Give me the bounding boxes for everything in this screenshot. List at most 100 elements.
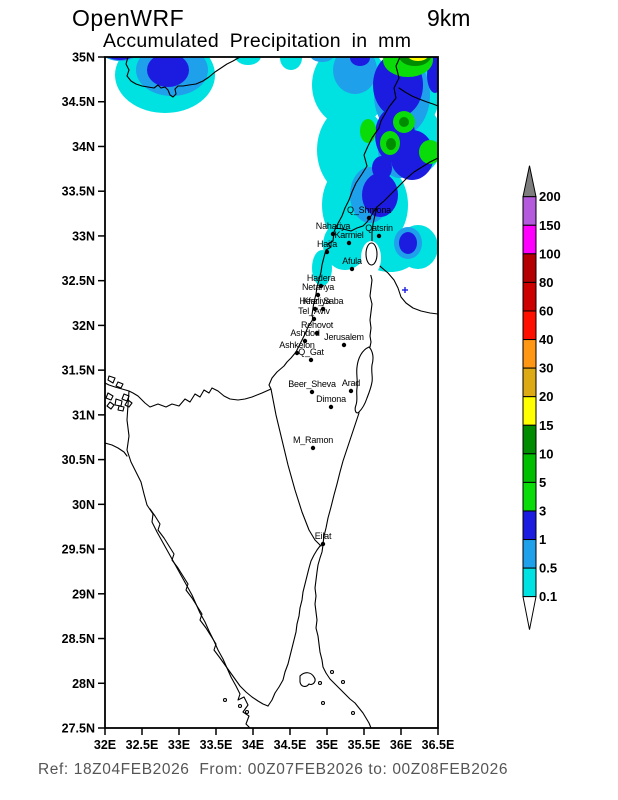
city-label: Q_Shmona (347, 205, 391, 215)
colorbar-segment (523, 568, 536, 597)
lat-tick-label: 32.5N (62, 274, 95, 288)
model-title: OpenWRF (72, 5, 184, 32)
precip-blob-level-1 (147, 53, 189, 87)
precip-blob-level-1 (399, 232, 417, 254)
colorbar-segment (523, 425, 536, 454)
syria-jordan-border (374, 262, 438, 314)
weather-map-page: OpenWRF 9km Accumulated Precipitation in… (0, 0, 618, 800)
lat-tick-label: 33N (72, 229, 95, 243)
colorbar-label: 0.1 (539, 589, 557, 604)
city-marker (350, 267, 354, 271)
city-label: Beer_Sheva (288, 379, 336, 389)
plot-title: Accumulated Precipitation in mm (103, 30, 411, 53)
colorbar-label: 200 (539, 189, 561, 204)
city-marker (329, 405, 333, 409)
lat-tick-label: 27.5N (62, 722, 95, 736)
city-label: Arad (342, 378, 360, 388)
city-label: Eilat (315, 531, 332, 541)
suez-canal (127, 391, 147, 505)
colorbar-label: 30 (539, 361, 553, 376)
lon-tick-label: 32E (94, 738, 116, 752)
city-label: Karmiel (334, 230, 363, 240)
colorbar-above-max-arrow (523, 166, 536, 197)
lat-tick-label: 34N (72, 140, 95, 154)
colorbar-label: 5 (539, 475, 546, 490)
lon-tick-label: 34.5E (274, 738, 307, 752)
colorbar-label: 80 (539, 275, 553, 290)
city-label: Q_Gat (298, 347, 324, 357)
resolution-label: 9km (427, 5, 470, 32)
israel-egypt-border (271, 389, 321, 546)
tiran-island (300, 673, 315, 687)
colorbar-label: 60 (539, 303, 553, 318)
city-marker (311, 446, 315, 450)
city-label: Kfar_Saba (303, 296, 344, 306)
lat-tick-label: 33.5N (62, 185, 95, 199)
lat-tick-label: 35N (72, 51, 95, 65)
plus-marker-icon (402, 287, 408, 293)
colorbar-segment (523, 511, 536, 540)
city-label: Tel_Aviv (298, 306, 330, 316)
lat-tick-label: 30N (72, 498, 95, 512)
lon-tick-label: 34E (242, 738, 264, 752)
colorbar-label: 1 (539, 532, 546, 547)
city-marker (347, 241, 351, 245)
colorbar-label: 15 (539, 418, 553, 433)
colorbar-label: 150 (539, 218, 561, 233)
city-marker (321, 542, 325, 546)
precip-blob-level-3 (360, 119, 376, 143)
colorbar-segment (523, 540, 536, 569)
lon-tick-label: 35.5E (348, 738, 381, 752)
city-marker (310, 390, 314, 394)
lat-tick-label: 34.5N (62, 95, 95, 109)
city-label: Dimona (316, 394, 346, 404)
reference-footer: Ref: 18Z04FEB2026 From: 00Z07FEB2026 to:… (38, 761, 508, 779)
precipitation-layer (103, 37, 443, 286)
colorbar-segment (523, 482, 536, 511)
african-red-sea-coast (147, 505, 250, 728)
lat-tick-label: 28.5N (62, 632, 95, 646)
precip-blob-level-10 (399, 117, 409, 127)
lon-tick-label: 33.5E (200, 738, 233, 752)
city-label: Afula (342, 256, 362, 266)
precip-blob-level-0.5 (333, 46, 377, 94)
city-marker (367, 216, 371, 220)
city-marker (342, 343, 346, 347)
colorbar-label: 10 (539, 446, 553, 461)
lon-axis: 32E32.5E33E33.5E34E34.5E35E35.5E36E36.5E (94, 728, 454, 752)
colorbar-segment (523, 282, 536, 311)
lat-tick-label: 32N (72, 319, 95, 333)
lon-tick-label: 32.5E (126, 738, 159, 752)
nile-delta-border (105, 443, 127, 456)
city-label: Haifa (317, 239, 337, 249)
jordan-river-border (370, 264, 372, 347)
arava-border (323, 413, 359, 544)
colorbar-label: 3 (539, 503, 546, 518)
sinai-west-coast (150, 509, 268, 706)
colorbar-label: 20 (539, 389, 553, 404)
colorbar-segment (523, 254, 536, 283)
lon-tick-label: 36E (390, 738, 412, 752)
colorbar-label: 100 (539, 246, 561, 261)
lat-tick-label: 30.5N (62, 453, 95, 467)
colorbar-below-min-arrow (523, 597, 536, 630)
city-label: Netanya (302, 282, 334, 292)
city-marker (325, 250, 329, 254)
sea-of-galilee (366, 243, 377, 265)
small-islets (224, 671, 355, 715)
lat-tick-label: 28N (72, 677, 95, 691)
city-marker (349, 389, 353, 393)
colorbar-label: 0.5 (539, 561, 557, 576)
city-label: Qatsrin (365, 223, 393, 233)
lat-tick-label: 31.5N (62, 364, 95, 378)
city-marker (309, 358, 313, 362)
lat-tick-label: 29N (72, 587, 95, 601)
colorbar-segment (523, 397, 536, 426)
colorbar-segment (523, 368, 536, 397)
city-marker (377, 234, 381, 238)
lon-tick-label: 35E (316, 738, 338, 752)
colorbar-segment (523, 340, 536, 369)
lon-tick-label: 36.5E (422, 738, 455, 752)
gulf-of-aqaba-east-shore (315, 545, 371, 728)
lat-tick-label: 29.5N (62, 543, 95, 557)
